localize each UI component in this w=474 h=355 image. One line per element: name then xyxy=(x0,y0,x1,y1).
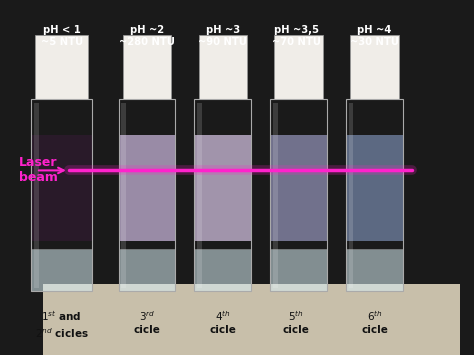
Bar xyxy=(270,248,327,291)
Bar xyxy=(197,103,202,288)
Text: pH ~2
~280 NTU: pH ~2 ~280 NTU xyxy=(119,25,175,47)
Bar xyxy=(118,135,175,241)
Bar xyxy=(350,36,399,99)
Text: $6^{th}$
cicle: $6^{th}$ cicle xyxy=(361,309,388,335)
Bar xyxy=(118,99,175,291)
Text: Laser
beam: Laser beam xyxy=(19,157,58,184)
Text: pH ~3
~90 NTU: pH ~3 ~90 NTU xyxy=(198,25,247,47)
Text: $5^{th}$
cicle: $5^{th}$ cicle xyxy=(283,309,310,335)
Bar xyxy=(346,99,403,291)
Bar xyxy=(346,135,403,241)
Text: pH < 1
~5 NTU: pH < 1 ~5 NTU xyxy=(41,25,82,47)
Bar xyxy=(121,103,126,288)
Bar xyxy=(36,36,88,99)
Bar xyxy=(31,135,92,241)
Bar xyxy=(31,248,92,291)
Bar xyxy=(118,248,175,291)
Text: $3^{rd}$
cicle: $3^{rd}$ cicle xyxy=(134,309,160,335)
Bar xyxy=(194,135,251,241)
Text: $1^{st}$ and
$2^{nd}$ cicles: $1^{st}$ and $2^{nd}$ cicles xyxy=(35,309,89,340)
Bar xyxy=(270,135,327,241)
Bar xyxy=(43,284,460,355)
Text: $4^{th}$
cicle: $4^{th}$ cicle xyxy=(210,309,236,335)
Bar xyxy=(346,248,403,291)
Bar xyxy=(34,103,39,288)
Bar xyxy=(194,99,251,291)
Text: pH ~4
~30 NTU: pH ~4 ~30 NTU xyxy=(350,25,399,47)
Bar xyxy=(199,36,247,99)
Bar xyxy=(270,99,327,291)
Bar xyxy=(273,103,278,288)
Text: pH ~3,5
~70 NTU: pH ~3,5 ~70 NTU xyxy=(272,25,321,47)
Bar xyxy=(123,36,171,99)
Bar xyxy=(194,248,251,291)
Bar xyxy=(31,99,92,291)
Bar xyxy=(349,103,354,288)
Bar xyxy=(274,36,323,99)
